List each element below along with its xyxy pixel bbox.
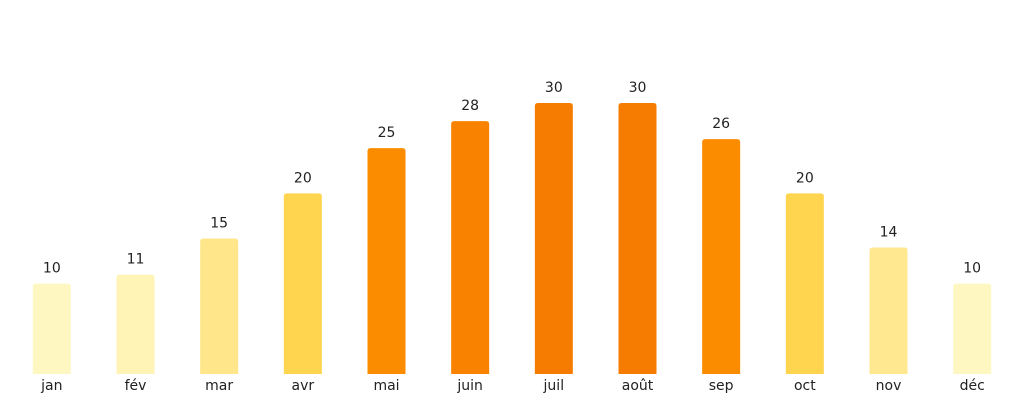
bar [116,274,155,374]
value-label: 15 [210,216,228,232]
x-tick-label: juin [456,378,483,394]
bar [283,193,322,374]
value-label: 11 [127,252,145,268]
bar [869,247,908,374]
value-label: 26 [712,116,730,132]
value-label: 10 [43,261,61,277]
x-tick-label: déc [960,378,985,394]
bar [702,139,741,374]
bar [534,103,573,374]
x-tick-label: avr [292,378,315,394]
bar [32,283,71,374]
x-tick-label: août [622,378,654,394]
bar [618,103,657,374]
x-tick-label: oct [794,378,816,394]
bar [451,121,490,374]
value-label: 20 [796,170,814,186]
value-label: 14 [880,225,898,241]
x-tick-label: jan [40,378,62,394]
x-tick-label: mai [373,378,399,394]
x-tick-label: fév [125,378,147,394]
x-tick-label: sep [709,378,734,394]
bar [785,193,824,374]
value-label: 20 [294,170,312,186]
x-tick-label: nov [876,378,902,394]
x-tick-label: juil [543,378,565,394]
bar [367,148,406,374]
value-label: 30 [629,80,647,96]
bar [200,238,239,374]
x-tick-label: mar [205,378,233,394]
value-label: 10 [963,261,981,277]
value-label: 25 [378,125,396,141]
bar [953,283,992,374]
value-label: 30 [545,80,563,96]
value-label: 28 [461,98,479,114]
